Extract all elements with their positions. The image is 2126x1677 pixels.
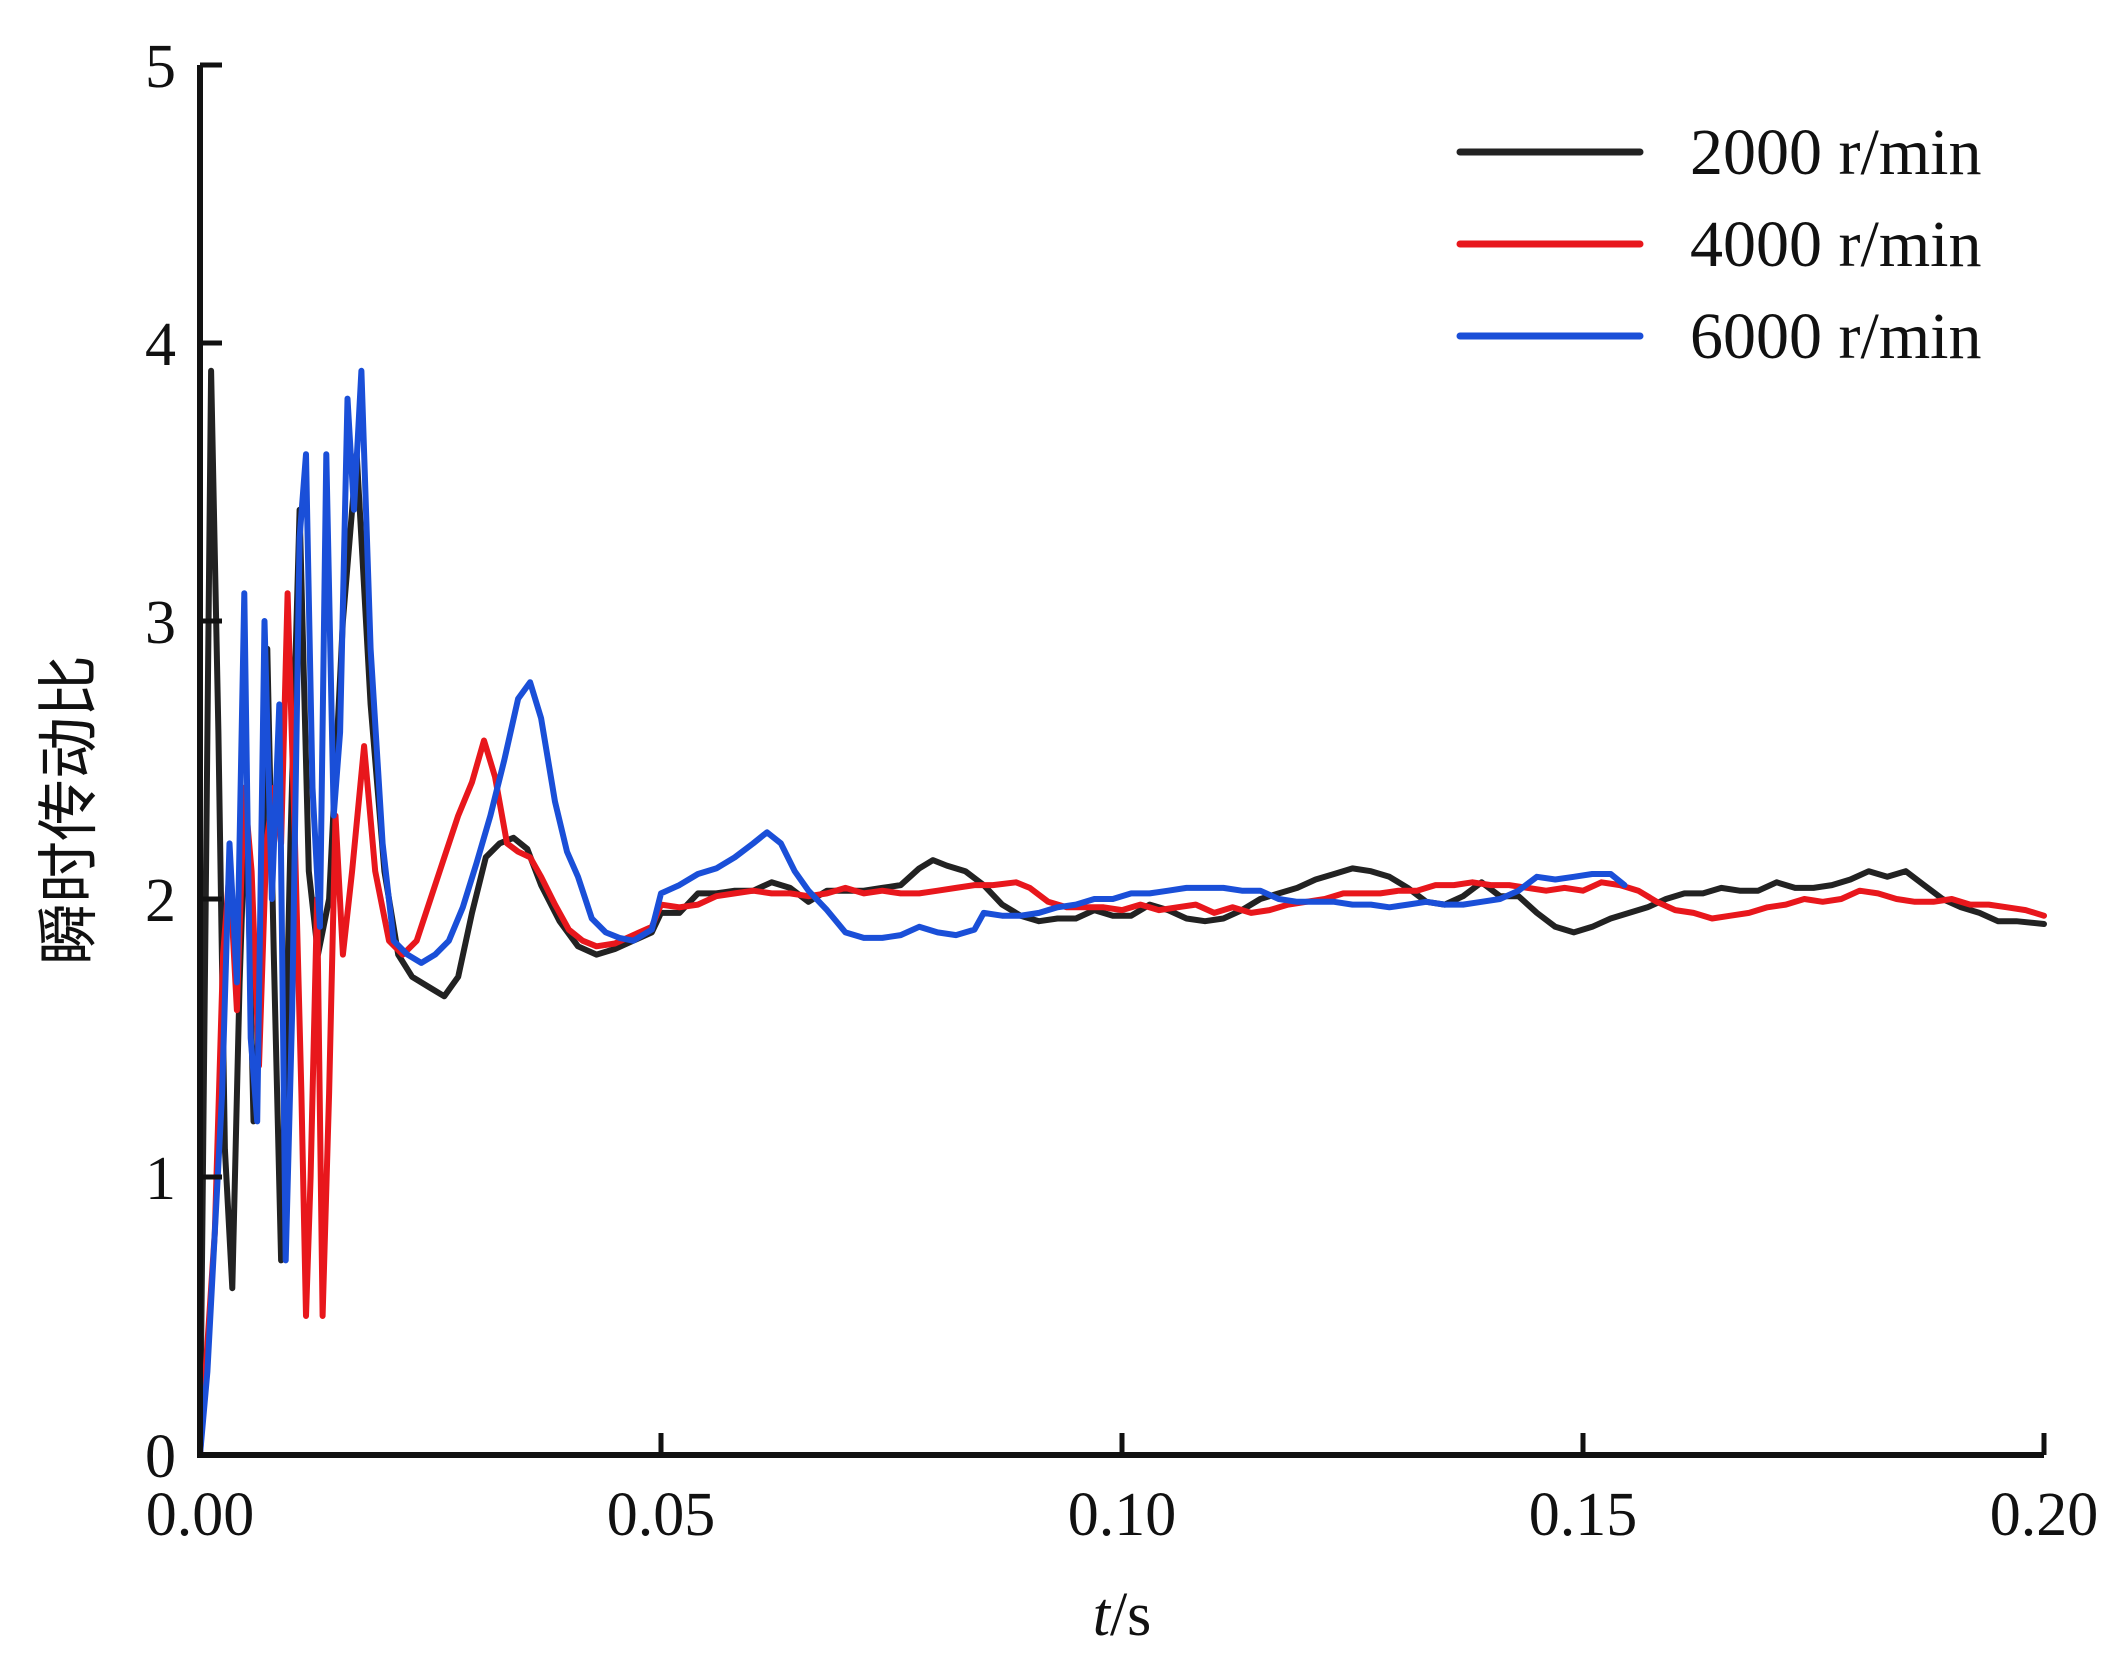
x-axis-title: t/s <box>1093 1581 1152 1649</box>
series-line-3 <box>197 367 1628 1458</box>
plot-area <box>197 367 2047 1458</box>
y-tick-label: 4 <box>145 311 176 379</box>
legend-label-2: 4000 r/min <box>1690 208 1982 281</box>
x-tick-label: 0.05 <box>607 1481 716 1549</box>
axes: 0.00 0.05 0.10 0.15 0.20 0 1 2 3 4 5 <box>145 33 2098 1549</box>
y-tick-label: 2 <box>145 867 176 935</box>
series-line-2 <box>197 590 2047 1458</box>
y-axis-title: 瞬时传动比 <box>36 655 104 965</box>
x-axis-title-unit: /s <box>1110 1581 1151 1649</box>
x-tick-label: 0.15 <box>1529 1481 1638 1549</box>
y-tick-label: 5 <box>145 33 176 101</box>
x-axis-ticks: 0.00 0.05 0.10 0.15 0.20 <box>146 1433 2099 1549</box>
y-tick-label: 1 <box>145 1145 176 1213</box>
x-tick-label: 0.20 <box>1990 1481 2099 1549</box>
x-axis-title-variable: t <box>1093 1581 1112 1649</box>
legend-label-3: 6000 r/min <box>1690 300 1982 373</box>
y-tick-label: 0 <box>145 1423 176 1491</box>
x-tick-label: 0.10 <box>1068 1481 1177 1549</box>
legend-label-1: 2000 r/min <box>1690 116 1982 189</box>
x-tick-label: 0.00 <box>146 1481 255 1549</box>
legend: 2000 r/min 4000 r/min 6000 r/min <box>1456 116 1982 373</box>
y-axis-ticks: 0 1 2 3 4 5 <box>145 33 222 1491</box>
y-tick-label: 3 <box>145 589 176 657</box>
